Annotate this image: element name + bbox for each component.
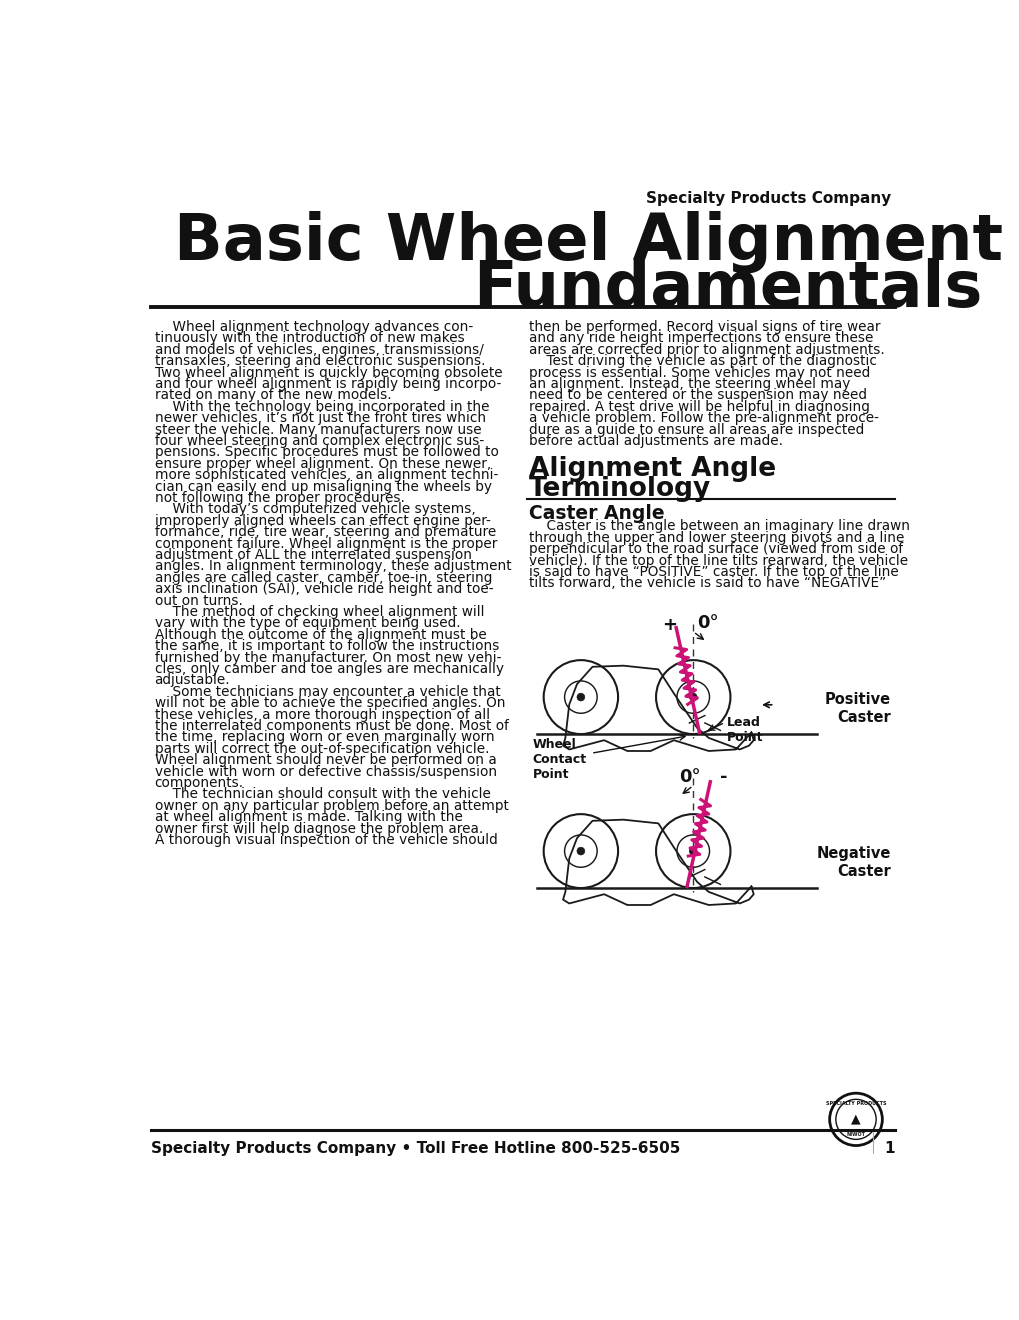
Text: transaxles, steering and electronic suspensions.: transaxles, steering and electronic susp… <box>155 354 485 368</box>
Text: Lead
Point: Lead Point <box>726 717 762 744</box>
Text: component failure. Wheel alignment is the proper: component failure. Wheel alignment is th… <box>155 537 496 550</box>
Text: repaired. A test drive will be helpful in diagnosing: repaired. A test drive will be helpful i… <box>529 400 869 414</box>
Text: Some technicians may encounter a vehicle that: Some technicians may encounter a vehicle… <box>155 685 500 698</box>
Text: vary with the type of equipment being used.: vary with the type of equipment being us… <box>155 616 460 631</box>
Circle shape <box>577 847 584 855</box>
Text: ensure proper wheel alignment. On these newer,: ensure proper wheel alignment. On these … <box>155 457 490 471</box>
Text: need to be centered or the suspension may need: need to be centered or the suspension ma… <box>529 388 866 403</box>
Text: The method of checking wheel alignment will: The method of checking wheel alignment w… <box>155 605 484 619</box>
Text: tinuously with the introduction of new makes: tinuously with the introduction of new m… <box>155 331 464 346</box>
Text: out on turns.: out on turns. <box>155 594 243 607</box>
Text: improperly aligned wheels can effect engine per-: improperly aligned wheels can effect eng… <box>155 513 490 528</box>
Text: pensions. Specific procedures must be followed to: pensions. Specific procedures must be fo… <box>155 445 498 459</box>
Text: Specialty Products Company: Specialty Products Company <box>645 190 890 206</box>
Text: and models of vehicles, engines, transmissions/: and models of vehicles, engines, transmi… <box>155 343 483 356</box>
Text: and four wheel alignment is rapidly being incorpo-: and four wheel alignment is rapidly bein… <box>155 378 500 391</box>
Text: tilts forward, the vehicle is said to have “NEGATIVE”: tilts forward, the vehicle is said to ha… <box>529 577 886 590</box>
Text: formance, ride, tire wear, steering and premature: formance, ride, tire wear, steering and … <box>155 525 495 540</box>
Text: Caster is the angle between an imaginary line drawn: Caster is the angle between an imaginary… <box>529 519 909 533</box>
Text: an alignment. Instead, the steering wheel may: an alignment. Instead, the steering whee… <box>529 378 850 391</box>
Text: the same, it is important to follow the instructions: the same, it is important to follow the … <box>155 639 498 653</box>
Text: Fundamentals: Fundamentals <box>473 259 982 321</box>
Text: ▲: ▲ <box>850 1113 860 1126</box>
Text: Positive
Caster: Positive Caster <box>824 693 890 725</box>
Circle shape <box>689 847 696 855</box>
Text: adjustable.: adjustable. <box>155 673 230 688</box>
Text: newer vehicles, it’s not just the front tires which: newer vehicles, it’s not just the front … <box>155 412 485 425</box>
Text: Negative
Caster: Negative Caster <box>815 846 890 879</box>
Text: components.: components. <box>155 776 244 789</box>
Text: areas are corrected prior to alignment adjustments.: areas are corrected prior to alignment a… <box>529 343 883 356</box>
Text: before actual adjustments are made.: before actual adjustments are made. <box>529 434 783 447</box>
Text: angles. In alignment terminology, these adjustment: angles. In alignment terminology, these … <box>155 560 511 573</box>
Text: steer the vehicle. Many manufacturers now use: steer the vehicle. Many manufacturers no… <box>155 422 481 437</box>
Text: Test driving the vehicle as part of the diagnostic: Test driving the vehicle as part of the … <box>529 354 876 368</box>
Text: NIWOT: NIWOT <box>846 1133 865 1138</box>
Text: Although the outcome of the alignment must be: Although the outcome of the alignment mu… <box>155 628 486 642</box>
Text: Wheel
Contact
Point: Wheel Contact Point <box>532 738 586 781</box>
Text: cles, only camber and toe angles are mechanically: cles, only camber and toe angles are mec… <box>155 663 503 676</box>
Text: A thorough visual inspection of the vehicle should: A thorough visual inspection of the vehi… <box>155 833 497 847</box>
Text: Basic Wheel Alignment: Basic Wheel Alignment <box>174 211 1003 273</box>
Text: 0°: 0° <box>696 614 718 632</box>
Text: furnished by the manufacturer. On most new vehi-: furnished by the manufacturer. On most n… <box>155 651 500 664</box>
Text: -: - <box>719 768 728 785</box>
Text: is said to have “POSITIVE” caster. If the top of the line: is said to have “POSITIVE” caster. If th… <box>529 565 898 579</box>
Text: owner first will help diagnose the problem area.: owner first will help diagnose the probl… <box>155 821 482 836</box>
Text: 1: 1 <box>883 1140 894 1156</box>
Text: cian can easily end up misaligning the wheels by: cian can easily end up misaligning the w… <box>155 479 491 494</box>
Text: 0°: 0° <box>679 768 700 785</box>
Text: at wheel alignment is made. Talking with the: at wheel alignment is made. Talking with… <box>155 810 462 824</box>
Text: more sophisticated vehicles, an alignment techni-: more sophisticated vehicles, an alignmen… <box>155 469 497 482</box>
Text: rated on many of the new models.: rated on many of the new models. <box>155 388 391 403</box>
Text: vehicle with worn or defective chassis/suspension: vehicle with worn or defective chassis/s… <box>155 764 496 779</box>
Text: perpendicular to the road surface (viewed from side of: perpendicular to the road surface (viewe… <box>529 543 902 556</box>
Circle shape <box>577 693 584 701</box>
Circle shape <box>689 693 696 701</box>
Text: Caster Angle: Caster Angle <box>529 504 664 523</box>
Text: dure as a guide to ensure all areas are inspected: dure as a guide to ensure all areas are … <box>529 422 863 437</box>
Text: +: + <box>662 616 677 634</box>
Text: Two wheel alignment is quickly becoming obsolete: Two wheel alignment is quickly becoming … <box>155 366 501 380</box>
Text: vehicle). If the top of the line tilts rearward, the vehicle: vehicle). If the top of the line tilts r… <box>529 553 907 568</box>
Text: angles are called caster, camber, toe-in, steering: angles are called caster, camber, toe-in… <box>155 570 491 585</box>
Text: With today’s computerized vehicle systems,: With today’s computerized vehicle system… <box>155 503 475 516</box>
Text: then be performed. Record visual signs of tire wear: then be performed. Record visual signs o… <box>529 321 879 334</box>
Text: will not be able to achieve the specified angles. On: will not be able to achieve the specifie… <box>155 696 504 710</box>
Text: owner on any particular problem before an attempt: owner on any particular problem before a… <box>155 799 508 813</box>
Text: Terminology: Terminology <box>529 477 710 502</box>
Text: The technician should consult with the vehicle: The technician should consult with the v… <box>155 787 490 801</box>
Text: the time, replacing worn or even marginally worn: the time, replacing worn or even margina… <box>155 730 494 744</box>
Text: through the upper and lower steering pivots and a line: through the upper and lower steering piv… <box>529 531 904 545</box>
Text: the interrelated components must be done. Most of: the interrelated components must be done… <box>155 719 508 733</box>
Text: Wheel alignment should never be performed on a: Wheel alignment should never be performe… <box>155 754 496 767</box>
Text: a vehicle problem. Follow the pre-alignment proce-: a vehicle problem. Follow the pre-alignm… <box>529 412 878 425</box>
Text: Specialty Products Company • Toll Free Hotline 800-525-6505: Specialty Products Company • Toll Free H… <box>151 1140 680 1156</box>
Text: parts will correct the out-of-specification vehicle.: parts will correct the out-of-specificat… <box>155 742 489 756</box>
Text: adjustment of ALL the interrelated suspension: adjustment of ALL the interrelated suspe… <box>155 548 471 562</box>
Text: and any ride height imperfections to ensure these: and any ride height imperfections to ens… <box>529 331 872 346</box>
Text: axis inclination (SAI), vehicle ride height and toe-: axis inclination (SAI), vehicle ride hei… <box>155 582 493 597</box>
Text: four wheel steering and complex electronic sus-: four wheel steering and complex electron… <box>155 434 483 447</box>
Text: Wheel alignment technology advances con-: Wheel alignment technology advances con- <box>155 321 473 334</box>
Text: process is essential. Some vehicles may not need: process is essential. Some vehicles may … <box>529 366 869 380</box>
Text: these vehicles, a more thorough inspection of all: these vehicles, a more thorough inspecti… <box>155 708 489 722</box>
Text: SPECIALTY PRODUCTS: SPECIALTY PRODUCTS <box>825 1101 886 1106</box>
Text: With the technology being incorporated in the: With the technology being incorporated i… <box>155 400 489 414</box>
Text: Alignment Angle: Alignment Angle <box>529 457 775 482</box>
Text: not following the proper procedures.: not following the proper procedures. <box>155 491 405 506</box>
